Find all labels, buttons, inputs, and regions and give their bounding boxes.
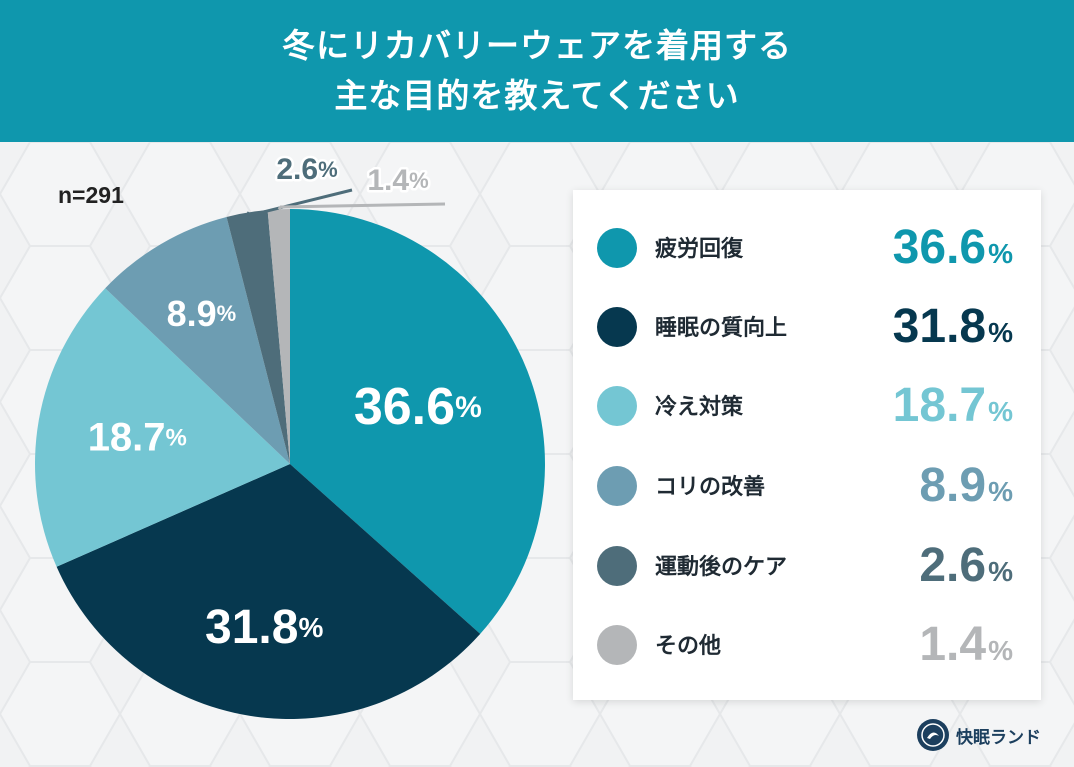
legend-label: その他 — [655, 634, 722, 659]
legend-swatch — [597, 307, 637, 347]
slice-value-label: 8.9% — [167, 293, 237, 334]
legend-swatch — [597, 625, 637, 665]
pie-slice — [105, 217, 291, 464]
legend-item-post-exercise-care: 運動後のケア 2.6% — [573, 536, 1041, 596]
sample-size-label: n=291 — [58, 182, 124, 208]
pie-slice — [34, 288, 290, 567]
legend-value: 1.4% — [919, 618, 1013, 671]
legend-value: 18.7% — [892, 379, 1013, 432]
pie-slice — [290, 209, 545, 634]
legend-item-sleep-quality: 睡眠の質向上 31.8% — [573, 297, 1041, 357]
legend-label: 疲労回復 — [655, 237, 744, 262]
pie-slice — [267, 209, 290, 464]
legend-item-stiffness: コリの改善 8.9% — [573, 456, 1041, 516]
brand-logo: 快眠ランド — [916, 718, 1041, 752]
leader-line — [277, 202, 446, 211]
slice-value-label: 18.7% — [88, 415, 187, 459]
slice-value-label: 31.8% — [205, 601, 323, 654]
pie-slice — [226, 209, 290, 464]
legend-value: 8.9% — [919, 459, 1013, 512]
legend-item-cold-measures: 冷え対策 18.7% — [573, 376, 1041, 436]
brand-name: 快眠ランド — [956, 727, 1041, 748]
pie-slice — [56, 464, 481, 719]
title-banner: 冬にリカバリーウェアを着用する 主な目的を教えてください — [0, 0, 1074, 142]
legend-label: 運動後のケア — [655, 555, 788, 580]
title-line-2: 主な目的を教えてください — [334, 76, 740, 115]
legend-label: コリの改善 — [655, 475, 766, 500]
legend-label: 冷え対策 — [655, 395, 744, 420]
leader-line — [246, 188, 353, 217]
slice-value-label: 1.4% — [367, 164, 428, 197]
title-line-1: 冬にリカバリーウェアを着用する — [282, 26, 792, 65]
legend-item-other: その他 1.4% — [573, 615, 1041, 675]
legend-panel: 疲労回復 36.6% 睡眠の質向上 31.8% 冷え対策 18.7% コリの改善… — [573, 190, 1041, 700]
slice-value-label: 36.6% — [354, 378, 482, 436]
slice-value-label: 2.6% — [276, 153, 337, 186]
legend-value: 2.6% — [919, 539, 1013, 592]
legend-swatch — [597, 546, 637, 586]
legend-swatch — [597, 228, 637, 268]
legend-swatch — [597, 466, 637, 506]
legend-value: 36.6% — [892, 221, 1013, 274]
legend-item-fatigue-recovery: 疲労回復 36.6% — [573, 218, 1041, 278]
legend-label: 睡眠の質向上 — [655, 316, 788, 341]
pie-chart: 36.6% 31.8% 18.7% 8.9% 2.6% 1.4% — [34, 150, 545, 719]
legend-value: 31.8% — [892, 300, 1013, 353]
legend-swatch — [597, 386, 637, 426]
brand-emblem-icon — [917, 719, 949, 751]
